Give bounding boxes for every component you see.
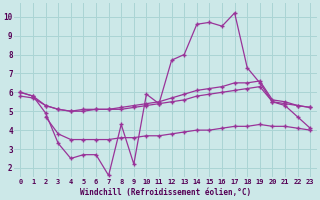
X-axis label: Windchill (Refroidissement éolien,°C): Windchill (Refroidissement éolien,°C) [80,188,251,197]
